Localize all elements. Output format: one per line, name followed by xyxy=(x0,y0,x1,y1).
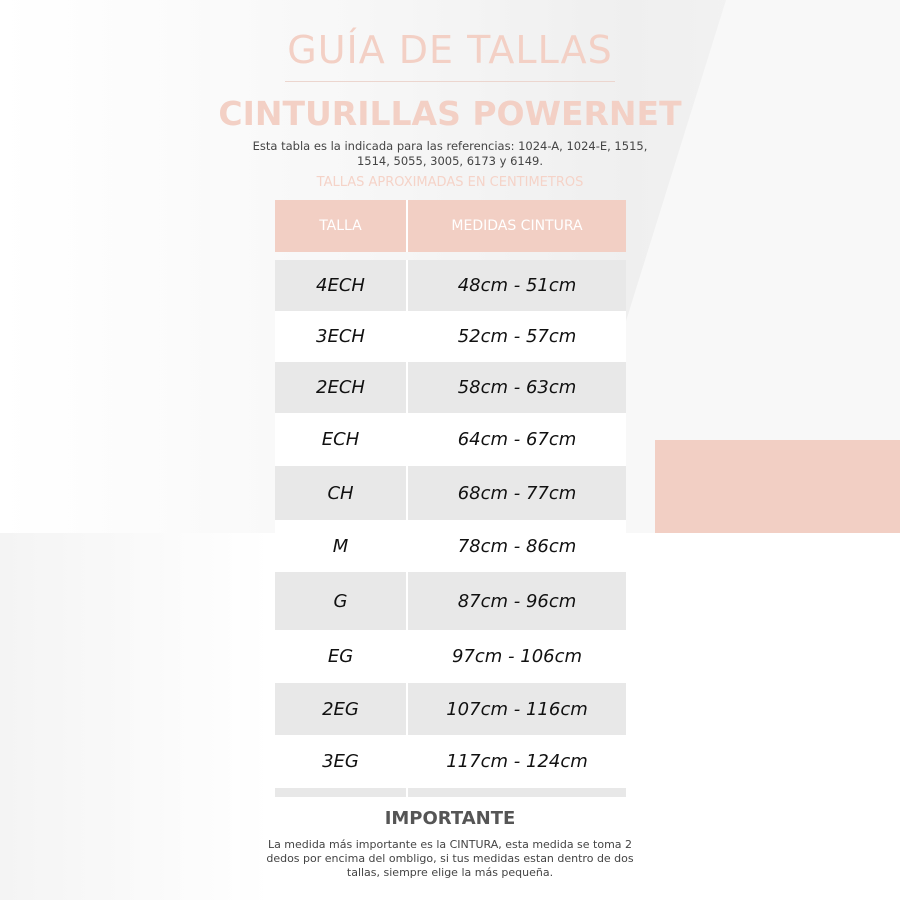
header-talla: TALLA xyxy=(275,200,408,252)
size-cell: CH xyxy=(275,466,408,520)
page-title: GUÍA DE TALLAS xyxy=(287,28,613,72)
size-cell: EG xyxy=(275,630,408,683)
size-cell: 3EG xyxy=(275,735,408,788)
table-row: CH 68cm - 77cm xyxy=(275,466,626,520)
size-cell: 3ECH xyxy=(275,311,408,362)
size-cell: M xyxy=(275,520,408,572)
waist-cell: 64cm - 67cm xyxy=(407,413,626,466)
waist-cell: 87cm - 96cm xyxy=(407,572,626,630)
waist-cell: 97cm - 106cm xyxy=(407,630,626,683)
table-row: M 78cm - 86cm xyxy=(275,520,626,572)
divider xyxy=(285,81,615,82)
table-footer-strip xyxy=(275,788,626,797)
size-cell: 2EG xyxy=(275,683,408,735)
size-cell: ECH xyxy=(275,413,408,466)
waist-cell: 68cm - 77cm xyxy=(407,466,626,520)
waist-cell: 78cm - 86cm xyxy=(407,520,626,572)
important-note: La medida más importante es la CINTURA, … xyxy=(266,838,634,879)
table-row: 3EG 117cm - 124cm xyxy=(275,735,626,788)
size-cell: G xyxy=(275,572,408,630)
waist-cell: 117cm - 124cm xyxy=(407,735,626,788)
important-heading: IMPORTANTE xyxy=(384,808,516,829)
table-row: 2ECH 58cm - 63cm xyxy=(275,362,626,413)
empty-cell xyxy=(407,788,626,797)
product-title: CINTURILLAS POWERNET xyxy=(218,94,682,133)
size-cell: 2ECH xyxy=(275,362,408,413)
table-row: 4ECH 48cm - 51cm xyxy=(275,260,626,311)
header-medidas: MEDIDAS CINTURA xyxy=(407,200,626,252)
waist-cell: 58cm - 63cm xyxy=(407,362,626,413)
table-row: ECH 64cm - 67cm xyxy=(275,413,626,466)
table-row: 3ECH 52cm - 57cm xyxy=(275,311,626,362)
size-cell: 4ECH xyxy=(275,260,408,311)
references-description: Esta tabla es la indicada para las refer… xyxy=(252,139,648,168)
empty-cell xyxy=(275,788,408,797)
table-row: EG 97cm - 106cm xyxy=(275,630,626,683)
units-note: TALLAS APROXIMADAS EN CENTIMETROS xyxy=(316,175,584,190)
size-table: TALLA MEDIDAS CINTURA 4ECH 48cm - 51cm 3EC… xyxy=(275,200,626,797)
table-row: 2EG 107cm - 116cm xyxy=(275,683,626,735)
waist-cell: 107cm - 116cm xyxy=(407,683,626,735)
decorative-pink-block xyxy=(655,440,900,533)
waist-cell: 48cm - 51cm xyxy=(407,260,626,311)
waist-cell: 52cm - 57cm xyxy=(407,311,626,362)
table-row: G 87cm - 96cm xyxy=(275,572,626,630)
